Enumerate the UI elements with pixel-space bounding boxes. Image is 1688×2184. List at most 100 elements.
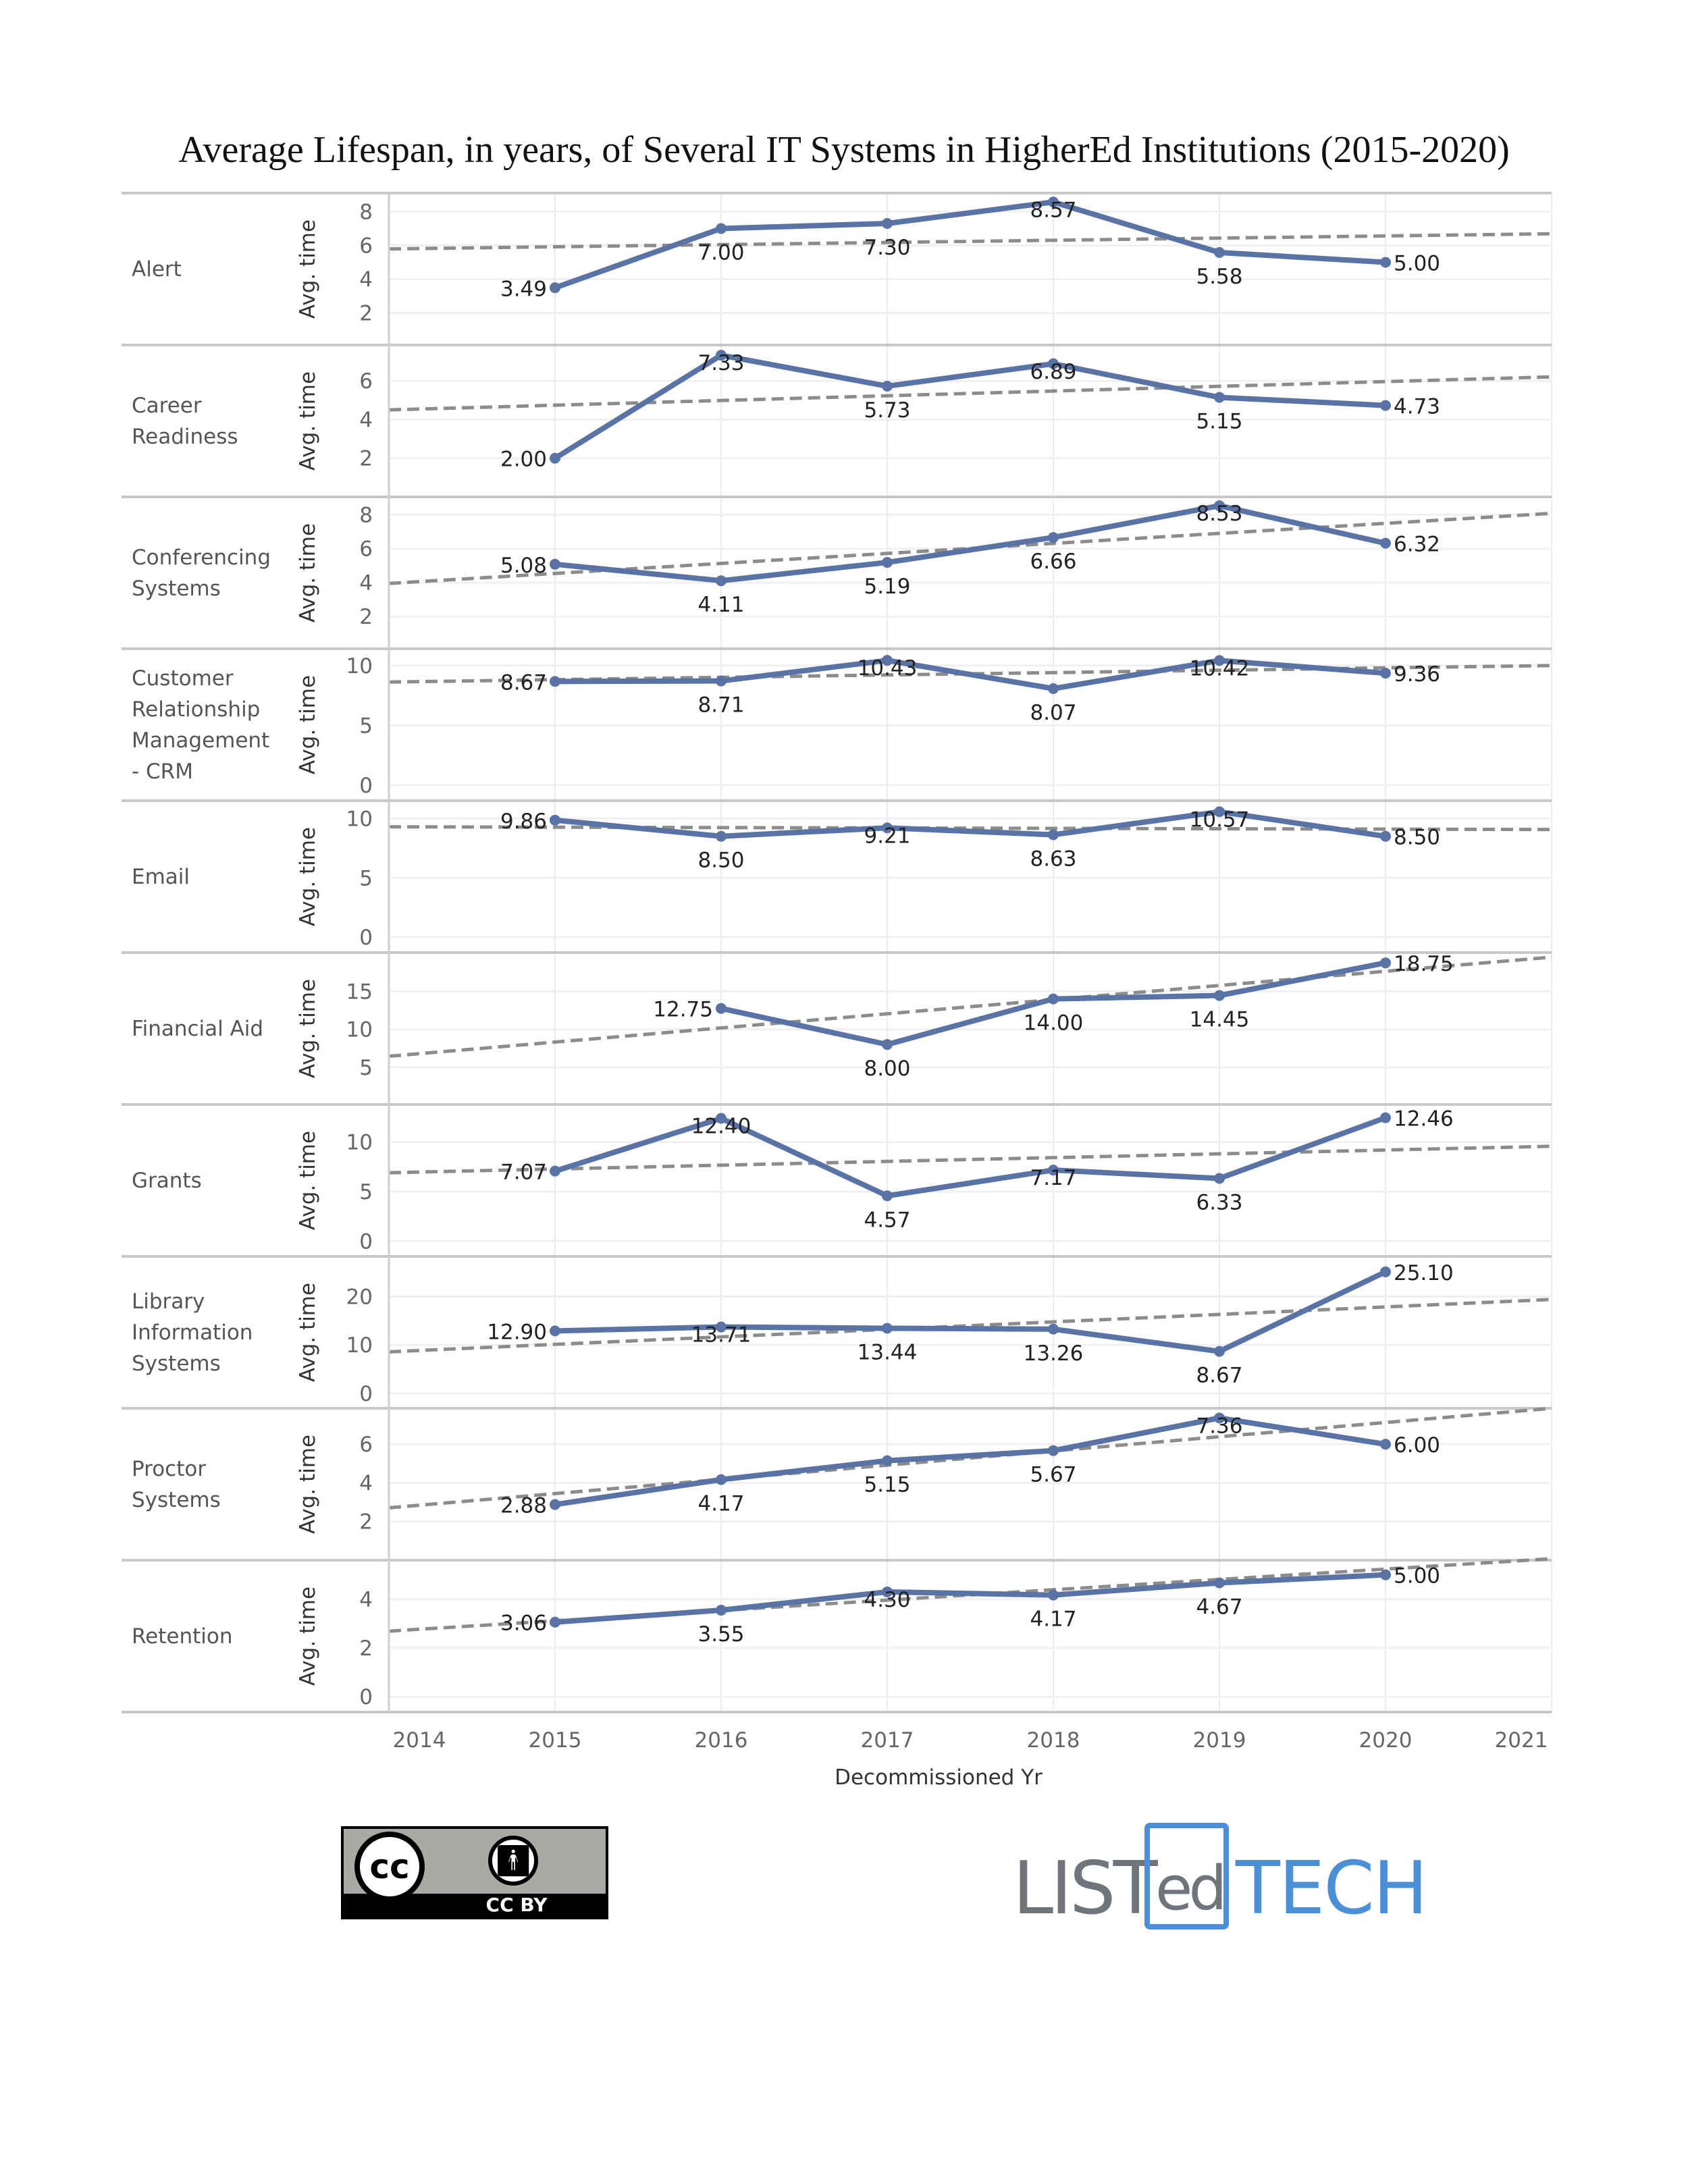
- trend-line: [388, 232, 1552, 251]
- data-point: [1048, 1445, 1059, 1456]
- data-point: [882, 822, 893, 834]
- y-tick-label: 5: [359, 714, 373, 738]
- data-point: [550, 282, 560, 294]
- y-tick-label: 2: [359, 1510, 373, 1535]
- data-point: [716, 1605, 727, 1616]
- data-label: 13.44: [858, 1340, 918, 1364]
- series-line: [554, 1572, 1386, 1625]
- data-label: 5.15: [864, 1473, 910, 1497]
- y-axis-title: Avg. time: [296, 1435, 320, 1534]
- data-point: [1380, 1439, 1391, 1450]
- data-label: 13.26: [1024, 1341, 1084, 1366]
- data-point: [716, 675, 727, 687]
- data-label: 5.00: [1394, 252, 1440, 276]
- y-tick-label: 2: [359, 605, 373, 629]
- category-label-line: Library: [132, 1289, 205, 1314]
- data-label: 8.00: [864, 1057, 910, 1081]
- data-point: [1380, 668, 1391, 679]
- data-label: 12.90: [487, 1320, 547, 1344]
- y-tick-label: 0: [359, 1382, 373, 1406]
- data-point: [1214, 1173, 1225, 1184]
- data-label: 8.67: [500, 670, 547, 695]
- y-tick-label: 10: [346, 1018, 373, 1042]
- x-tick-label: 2018: [1027, 1728, 1080, 1753]
- data-label: 4.11: [697, 593, 744, 617]
- category-label-line: Alert: [132, 257, 182, 282]
- data-point: [1214, 655, 1225, 666]
- data-label: 5.67: [1030, 1463, 1076, 1487]
- data-label: 10.57: [1190, 807, 1250, 832]
- category-label-line: Readiness: [132, 424, 238, 449]
- panel-library-information-systems: [122, 1255, 1552, 1395]
- data-label: 5.73: [864, 398, 910, 423]
- y-tick-label: 2: [359, 1636, 373, 1661]
- category-label: Conferencing Systems: [132, 542, 287, 604]
- y-tick-label: 0: [359, 774, 373, 798]
- y-tick-label: 6: [359, 234, 373, 259]
- data-label: 12.75: [653, 998, 713, 1022]
- category-label-line: Management: [132, 728, 270, 753]
- data-point: [1380, 257, 1391, 268]
- y-tick-label: 4: [359, 268, 373, 292]
- chart-title: Average Lifespan, in years, of Several I…: [178, 129, 1510, 171]
- data-label: 14.00: [1024, 1011, 1084, 1036]
- panel-financial-aid: [122, 951, 1552, 1069]
- y-tick-label: 2: [359, 302, 373, 326]
- category-label: Proctor Systems: [132, 1454, 287, 1516]
- trend-line: [388, 511, 1552, 585]
- category-label: Retention: [132, 1621, 287, 1652]
- data-label: 2.00: [500, 448, 547, 472]
- data-label: 7.33: [697, 351, 744, 375]
- series-line: [554, 503, 1386, 584]
- data-label: 9.21: [864, 824, 910, 848]
- category-label-line: Systems: [132, 1487, 221, 1512]
- panel-alert: [122, 192, 1552, 314]
- category-label-line: Systems: [132, 576, 221, 601]
- y-tick-label: 10: [346, 1333, 373, 1358]
- data-point: [716, 350, 727, 361]
- data-point: [550, 676, 560, 687]
- category-label-line: Email: [132, 864, 190, 889]
- y-tick-label: 5: [359, 1180, 373, 1204]
- data-point: [1048, 1165, 1059, 1176]
- data-label: 7.07: [500, 1161, 547, 1185]
- y-tick-label: 2: [359, 447, 373, 471]
- data-point: [550, 1325, 560, 1337]
- panel-grants: [122, 1103, 1552, 1242]
- category-label: Library Information Systems: [132, 1286, 287, 1379]
- data-point: [550, 1499, 560, 1510]
- data-point: [882, 1455, 893, 1466]
- data-label: 4.17: [1030, 1607, 1076, 1632]
- data-label: 4.73: [1394, 395, 1440, 419]
- data-point: [1214, 500, 1225, 512]
- x-tick-label: 2021: [1495, 1728, 1548, 1753]
- data-point: [1380, 1569, 1391, 1580]
- attribution-person-icon: 🚹︎: [488, 1836, 538, 1886]
- data-point: [1214, 1346, 1225, 1357]
- series-line: [554, 199, 1386, 291]
- category-label: Email: [132, 861, 287, 893]
- category-label-line: Customer: [132, 666, 234, 691]
- category-label-line: Relationship: [132, 697, 261, 722]
- data-point: [882, 1039, 893, 1050]
- data-label: 13.71: [691, 1323, 751, 1348]
- data-point: [1048, 1323, 1059, 1335]
- y-tick-label: 0: [359, 1685, 373, 1709]
- data-point: [716, 575, 727, 587]
- category-label-line: Conferencing: [132, 545, 271, 570]
- data-label: 8.50: [697, 849, 744, 873]
- data-label: 3.49: [500, 277, 547, 301]
- y-tick-label: 5: [359, 866, 373, 890]
- data-point: [882, 218, 893, 229]
- data-point: [716, 830, 727, 842]
- data-point: [550, 558, 560, 570]
- y-axis-title: Avg. time: [296, 219, 320, 319]
- data-label: 5.58: [1196, 265, 1242, 289]
- license-label: CC BY: [485, 1894, 548, 1916]
- y-axis-title: Avg. time: [296, 979, 320, 1078]
- trend-line: [388, 1144, 1552, 1175]
- data-point: [1048, 358, 1059, 369]
- category-label-line: Financial Aid: [132, 1016, 264, 1041]
- x-tick-label: 2015: [529, 1728, 582, 1753]
- y-axis-title: Avg. time: [296, 1131, 320, 1230]
